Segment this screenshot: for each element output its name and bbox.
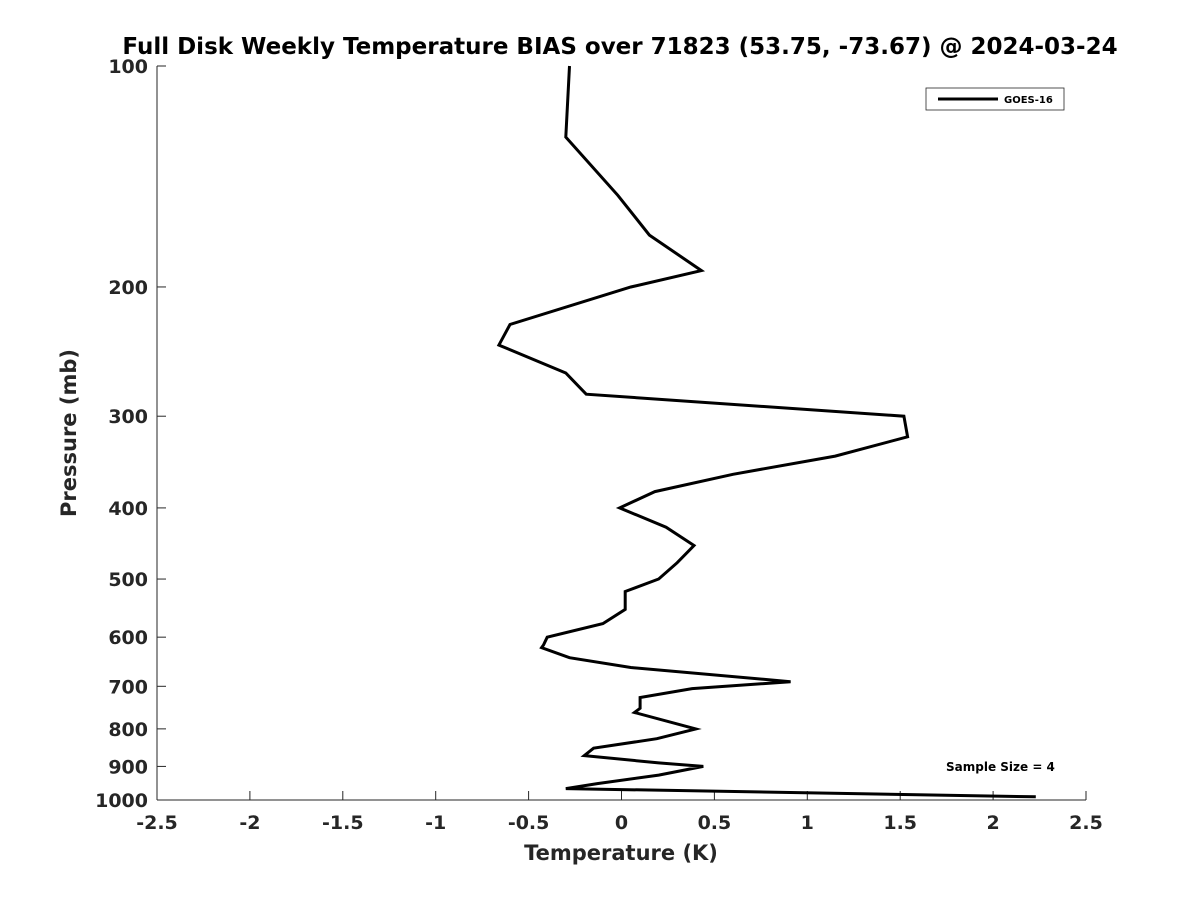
x-tick-label: -1.5 (322, 812, 364, 834)
y-tick-label: 1000 (95, 790, 148, 812)
y-axis-ticks: 100 200 300 400 500 600 700 800 900 1000 (95, 56, 166, 812)
y-tick-label: 500 (108, 569, 148, 591)
y-tick-label: 900 (108, 756, 148, 778)
y-tick-label: 400 (108, 498, 148, 520)
series-layer (496, 65, 1036, 799)
x-tick-label: -2.5 (136, 812, 178, 834)
y-tick-label: 800 (108, 719, 148, 741)
sample-size-annotation: Sample Size = 4 (946, 760, 1055, 774)
y-tick-label: 200 (108, 277, 148, 299)
y-tick-label: 700 (108, 676, 148, 698)
y-tick-label: 300 (108, 406, 148, 428)
chart-title: Full Disk Weekly Temperature BIAS over 7… (122, 34, 1117, 60)
x-tick-label: 1.5 (883, 812, 917, 834)
x-tick-label: 2 (986, 812, 999, 834)
legend-label-goes-16: GOES-16 (1004, 95, 1053, 106)
x-tick-label: -0.5 (508, 812, 550, 834)
x-tick-label: -2 (239, 812, 260, 834)
series-line-goes-16 (496, 65, 1036, 799)
x-tick-label: 0.5 (698, 812, 732, 834)
x-tick-label: 1 (801, 812, 814, 834)
x-axis-label: Temperature (K) (524, 841, 718, 865)
x-axis-ticks: -2.5 -2 -1.5 -1 -0.5 0 0.5 1 1.5 2 2.5 (136, 791, 1103, 834)
x-tick-label: -1 (425, 812, 446, 834)
x-tick-label: 0 (615, 812, 628, 834)
y-tick-label: 100 (108, 56, 148, 78)
y-axis-label: Pressure (mb) (57, 349, 81, 517)
y-tick-label: 600 (108, 627, 148, 649)
x-tick-label: 2.5 (1069, 812, 1103, 834)
legend: GOES-16 (925, 87, 1065, 111)
